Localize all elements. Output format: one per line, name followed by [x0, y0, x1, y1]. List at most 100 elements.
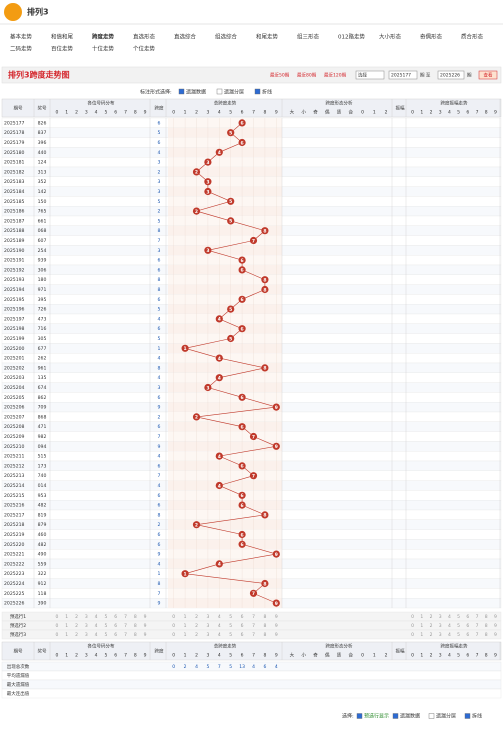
preselect-digit[interactable]: 3 [206, 623, 209, 629]
checkbox-label[interactable]: 拆线 [472, 713, 482, 720]
checkbox[interactable] [392, 713, 399, 719]
preselect-digit[interactable]: 4 [95, 614, 98, 620]
preselect-digit[interactable]: 0 [411, 614, 414, 620]
preselect-digit[interactable]: 5 [104, 632, 107, 638]
nav-link[interactable]: 百位走势 [51, 45, 74, 53]
preselect-digit[interactable]: 0 [172, 623, 175, 629]
preselect-digit[interactable]: 5 [104, 623, 107, 629]
preselect-digit[interactable]: 7 [252, 614, 255, 620]
preselect-digit[interactable]: 8 [263, 614, 266, 620]
nav-link[interactable]: 大小形态 [379, 33, 402, 41]
nav-link[interactable]: 二码走势 [10, 45, 33, 53]
preselect-digit[interactable]: 5 [457, 623, 460, 629]
preselect-digit[interactable]: 9 [275, 632, 278, 638]
preselect-digit[interactable]: 7 [252, 623, 255, 629]
preselect-digit[interactable]: 5 [104, 614, 107, 620]
range-link[interactable]: 最近80期 [297, 72, 317, 79]
preselect-digit[interactable]: 8 [134, 623, 137, 629]
preselect-digit[interactable]: 7 [476, 614, 479, 620]
nav-link[interactable]: 质合形态 [461, 33, 484, 41]
preselect-digit[interactable]: 1 [420, 614, 423, 620]
nav-link[interactable]: 和值和尾 [51, 33, 74, 41]
preselect-digit[interactable]: 9 [275, 623, 278, 629]
preselect-digit[interactable]: 7 [252, 632, 255, 638]
nav-link[interactable]: 跨度走势 [92, 33, 115, 41]
preselect-digit[interactable]: 2 [195, 623, 198, 629]
view-button[interactable] [478, 70, 498, 80]
range-link[interactable]: 最近50期 [270, 72, 290, 79]
checkbox-label[interactable]: 遗漏分层 [436, 713, 456, 720]
preselect-digit[interactable]: 2 [75, 614, 78, 620]
preselect-digit[interactable]: 9 [494, 632, 497, 638]
preselect-digit[interactable]: 9 [494, 614, 497, 620]
nav-link[interactable]: 组选综合 [215, 33, 238, 41]
preselect-digit[interactable]: 9 [275, 614, 278, 620]
checkbox[interactable] [216, 88, 223, 95]
preselect-digit[interactable]: 3 [85, 623, 88, 629]
preselect-digit[interactable]: 6 [466, 614, 469, 620]
nav-link[interactable]: 组三形态 [297, 33, 320, 41]
preselect-digit[interactable]: 8 [485, 623, 488, 629]
select-box[interactable] [355, 70, 385, 80]
checkbox-label[interactable]: 预选行显示 [364, 713, 389, 720]
preselect-digit[interactable]: 0 [411, 632, 414, 638]
preselect-digit[interactable]: 4 [218, 632, 221, 638]
checkbox[interactable] [178, 88, 185, 95]
checkbox[interactable] [464, 713, 471, 719]
preselect-digit[interactable]: 6 [466, 623, 469, 629]
checkbox-label[interactable]: 遗漏分层 [224, 89, 244, 96]
checkbox-label[interactable]: 遗漏数据 [400, 713, 420, 720]
preselect-digit[interactable]: 1 [65, 632, 68, 638]
preselect-digit[interactable]: 4 [95, 632, 98, 638]
preselect-digit[interactable]: 2 [75, 623, 78, 629]
preselect-digit[interactable]: 7 [124, 623, 127, 629]
preselect-digit[interactable]: 6 [114, 623, 117, 629]
preselect-digit[interactable]: 8 [263, 623, 266, 629]
preselect-digit[interactable]: 7 [476, 623, 479, 629]
preselect-digit[interactable]: 3 [85, 614, 88, 620]
checkbox-label[interactable]: 折线 [262, 89, 272, 96]
preselect-digit[interactable]: 6 [241, 632, 244, 638]
preselect-digit[interactable]: 4 [95, 623, 98, 629]
preselect-digit[interactable]: 4 [218, 623, 221, 629]
preselect-digit[interactable]: 9 [144, 632, 147, 638]
preselect-digit[interactable]: 2 [430, 632, 433, 638]
preselect-digit[interactable]: 5 [457, 632, 460, 638]
input-box[interactable] [388, 70, 418, 80]
preselect-digit[interactable]: 2 [430, 623, 433, 629]
preselect-digit[interactable]: 6 [466, 632, 469, 638]
preselect-digit[interactable]: 8 [485, 632, 488, 638]
nav-link[interactable]: 十位走势 [92, 45, 115, 53]
preselect-digit[interactable]: 8 [134, 632, 137, 638]
checkbox[interactable] [428, 713, 435, 719]
preselect-digit[interactable]: 0 [55, 623, 58, 629]
input-box[interactable] [437, 70, 465, 80]
preselect-digit[interactable]: 6 [114, 632, 117, 638]
preselect-digit[interactable]: 1 [420, 632, 423, 638]
preselect-digit[interactable]: 6 [241, 623, 244, 629]
preselect-digit[interactable]: 1 [65, 614, 68, 620]
preselect-digit[interactable]: 5 [229, 623, 232, 629]
preselect-digit[interactable]: 7 [124, 614, 127, 620]
preselect-digit[interactable]: 0 [411, 623, 414, 629]
nav-link[interactable]: 直选综合 [174, 33, 197, 41]
preselect-digit[interactable]: 7 [476, 632, 479, 638]
nav-link[interactable]: 个位走势 [133, 45, 156, 53]
preselect-digit[interactable]: 9 [144, 623, 147, 629]
preselect-digit[interactable]: 9 [144, 614, 147, 620]
preselect-digit[interactable]: 2 [75, 632, 78, 638]
checkbox[interactable] [254, 88, 261, 95]
preselect-digit[interactable]: 3 [206, 614, 209, 620]
preselect-digit[interactable]: 8 [134, 614, 137, 620]
preselect-digit[interactable]: 5 [229, 632, 232, 638]
preselect-digit[interactable]: 3 [439, 614, 442, 620]
preselect-digit[interactable]: 2 [195, 614, 198, 620]
preselect-digit[interactable]: 0 [55, 614, 58, 620]
preselect-digit[interactable]: 1 [184, 614, 187, 620]
preselect-digit[interactable]: 1 [184, 632, 187, 638]
preselect-digit[interactable]: 4 [448, 614, 451, 620]
range-link[interactable]: 最近120期 [324, 72, 347, 79]
nav-link[interactable]: 和尾走势 [256, 33, 279, 41]
preselect-digit[interactable]: 2 [195, 632, 198, 638]
nav-link[interactable]: 直选形态 [133, 33, 156, 41]
